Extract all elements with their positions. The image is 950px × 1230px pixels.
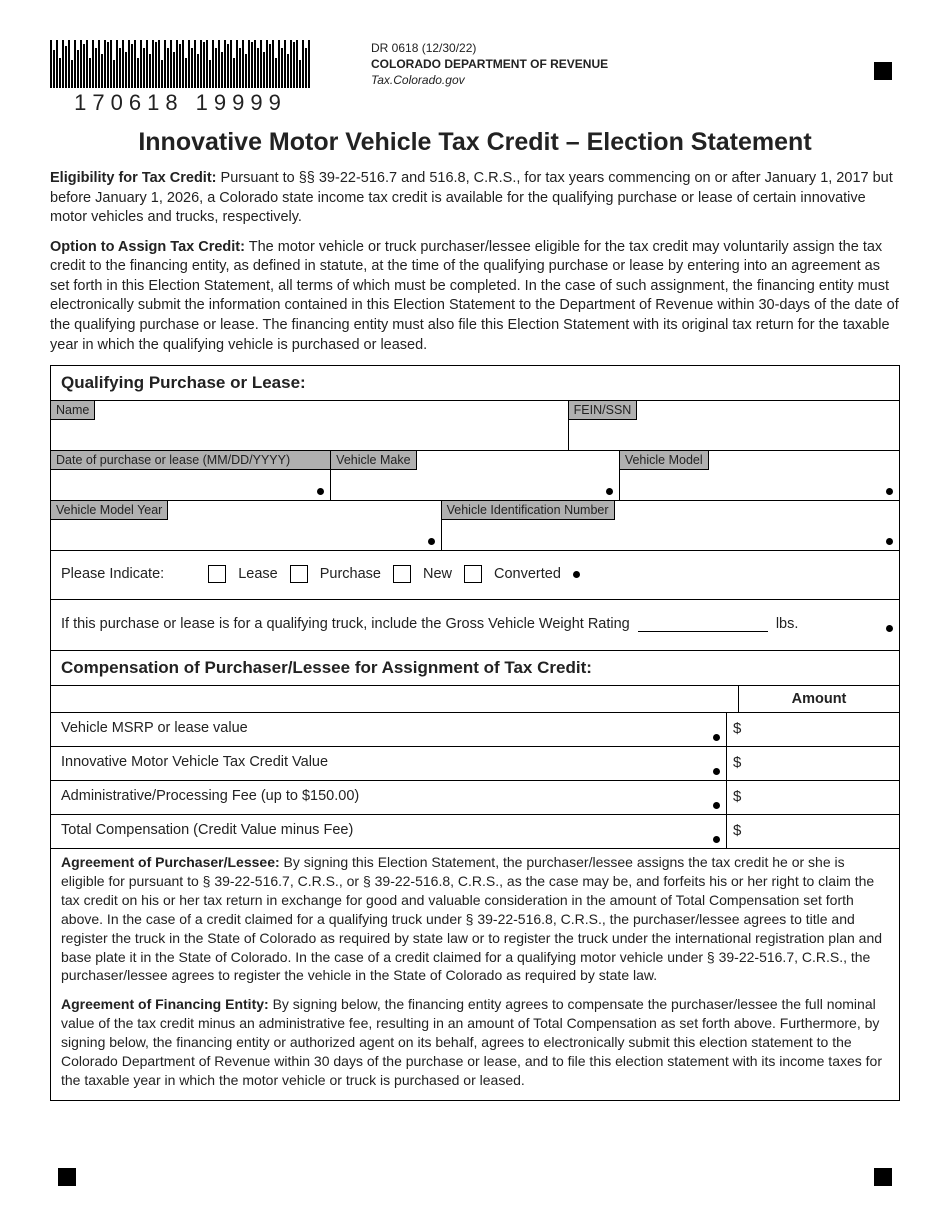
section2-title: Compensation of Purchaser/Lessee for Ass… xyxy=(51,651,899,686)
dot-icon xyxy=(713,734,720,741)
page-title: Innovative Motor Vehicle Tax Credit – El… xyxy=(50,128,900,157)
credit-amount[interactable]: $ xyxy=(727,747,899,780)
row-msrp: Vehicle MSRP or lease value $ xyxy=(51,713,899,747)
dot-icon xyxy=(886,625,893,632)
form-container: Qualifying Purchase or Lease: Name FEIN/… xyxy=(50,365,900,1101)
new-checkbox[interactable] xyxy=(393,565,411,583)
option-text: The motor vehicle or truck purchaser/les… xyxy=(50,239,899,353)
barcode-block: 170618 19999 xyxy=(50,40,311,116)
dot-icon xyxy=(713,768,720,775)
vin-label: Vehicle Identification Number xyxy=(442,501,615,520)
purchase-label: Purchase xyxy=(320,566,381,582)
year-input[interactable] xyxy=(56,522,440,550)
total-label: Total Compensation (Credit Value minus F… xyxy=(61,822,353,838)
cell-model: Vehicle Model xyxy=(620,451,899,500)
form-id: DR 0618 (12/30/22) xyxy=(371,40,608,56)
vin-input[interactable] xyxy=(447,522,898,550)
purchase-checkbox[interactable] xyxy=(290,565,308,583)
gvwr-text: If this purchase or lease is for a quali… xyxy=(61,616,630,632)
header: 170618 19999 DR 0618 (12/30/22) COLORADO… xyxy=(50,40,900,116)
registration-mark-tr xyxy=(874,62,892,80)
credit-label: Innovative Motor Vehicle Tax Credit Valu… xyxy=(61,754,328,770)
amount-header-spacer xyxy=(51,686,739,712)
eligibility-paragraph: Eligibility for Tax Credit: Pursuant to … xyxy=(50,169,900,228)
new-label: New xyxy=(423,566,452,582)
make-input[interactable] xyxy=(336,472,618,500)
name-label: Name xyxy=(51,401,95,420)
gvwr-row: If this purchase or lease is for a quali… xyxy=(51,600,899,651)
dot-icon xyxy=(886,538,893,545)
gvwr-input-line[interactable] xyxy=(638,631,768,632)
year-label: Vehicle Model Year xyxy=(51,501,168,520)
agency-name: COLORADO DEPARTMENT OF REVENUE xyxy=(371,56,608,72)
registration-mark-br xyxy=(874,1168,892,1186)
amount-header-row: Amount xyxy=(51,686,899,713)
dot-icon xyxy=(428,538,435,545)
row-credit: Innovative Motor Vehicle Tax Credit Valu… xyxy=(51,747,899,781)
model-label: Vehicle Model xyxy=(620,451,709,470)
converted-checkbox[interactable] xyxy=(464,565,482,583)
page: 170618 19999 DR 0618 (12/30/22) COLORADO… xyxy=(0,0,950,1230)
agency-website: Tax.Colorado.gov xyxy=(371,72,608,88)
total-amount[interactable]: $ xyxy=(727,815,899,848)
barcode-number: 170618 19999 xyxy=(74,90,287,116)
registration-mark-bl xyxy=(58,1168,76,1186)
model-input[interactable] xyxy=(625,472,898,500)
cell-make: Vehicle Make xyxy=(331,451,620,500)
row-date-make-model: Date of purchase or lease (MM/DD/YYYY) V… xyxy=(51,451,899,501)
name-input[interactable] xyxy=(56,422,567,450)
dot-icon xyxy=(573,571,580,578)
cell-vin: Vehicle Identification Number xyxy=(442,501,899,550)
date-input[interactable] xyxy=(56,472,329,500)
dot-icon xyxy=(886,488,893,495)
barcode-icon xyxy=(50,40,311,88)
cell-year: Vehicle Model Year xyxy=(51,501,442,550)
cell-fein: FEIN/SSN xyxy=(569,401,899,450)
dot-icon xyxy=(713,836,720,843)
agree-financing-label: Agreement of Financing Entity: xyxy=(61,996,269,1012)
fein-input[interactable] xyxy=(574,422,898,450)
indicate-prompt: Please Indicate: xyxy=(61,566,164,582)
option-paragraph: Option to Assign Tax Credit: The motor v… xyxy=(50,238,900,355)
row-total: Total Compensation (Credit Value minus F… xyxy=(51,815,899,849)
amount-header: Amount xyxy=(739,686,899,712)
gvwr-unit: lbs. xyxy=(776,616,799,632)
agree-purchaser-label: Agreement of Purchaser/Lessee: xyxy=(61,854,280,870)
converted-label: Converted xyxy=(494,566,561,582)
row-name-fein: Name FEIN/SSN xyxy=(51,401,899,451)
fein-label: FEIN/SSN xyxy=(569,401,638,420)
cell-date: Date of purchase or lease (MM/DD/YYYY) xyxy=(51,451,331,500)
msrp-label: Vehicle MSRP or lease value xyxy=(61,720,248,736)
make-label: Vehicle Make xyxy=(331,451,416,470)
fee-amount[interactable]: $ xyxy=(727,781,899,814)
section1-title: Qualifying Purchase or Lease: xyxy=(51,366,899,401)
agree-purchaser-text: By signing this Election Statement, the … xyxy=(61,854,882,983)
agreement-financing: Agreement of Financing Entity: By signin… xyxy=(51,991,899,1099)
date-label: Date of purchase or lease (MM/DD/YYYY) xyxy=(51,451,330,470)
lease-label: Lease xyxy=(238,566,278,582)
option-label: Option to Assign Tax Credit: xyxy=(50,239,245,255)
msrp-amount[interactable]: $ xyxy=(727,713,899,746)
checkbox-row: Please Indicate: Lease Purchase New Conv… xyxy=(51,551,899,600)
row-fee: Administrative/Processing Fee (up to $15… xyxy=(51,781,899,815)
cell-name: Name xyxy=(51,401,569,450)
lease-checkbox[interactable] xyxy=(208,565,226,583)
eligibility-label: Eligibility for Tax Credit: xyxy=(50,170,217,186)
header-info: DR 0618 (12/30/22) COLORADO DEPARTMENT O… xyxy=(371,40,608,89)
dot-icon xyxy=(713,802,720,809)
row-year-vin: Vehicle Model Year Vehicle Identificatio… xyxy=(51,501,899,551)
fee-label: Administrative/Processing Fee (up to $15… xyxy=(61,788,359,804)
dot-icon xyxy=(606,488,613,495)
agreement-purchaser: Agreement of Purchaser/Lessee: By signin… xyxy=(51,849,899,991)
